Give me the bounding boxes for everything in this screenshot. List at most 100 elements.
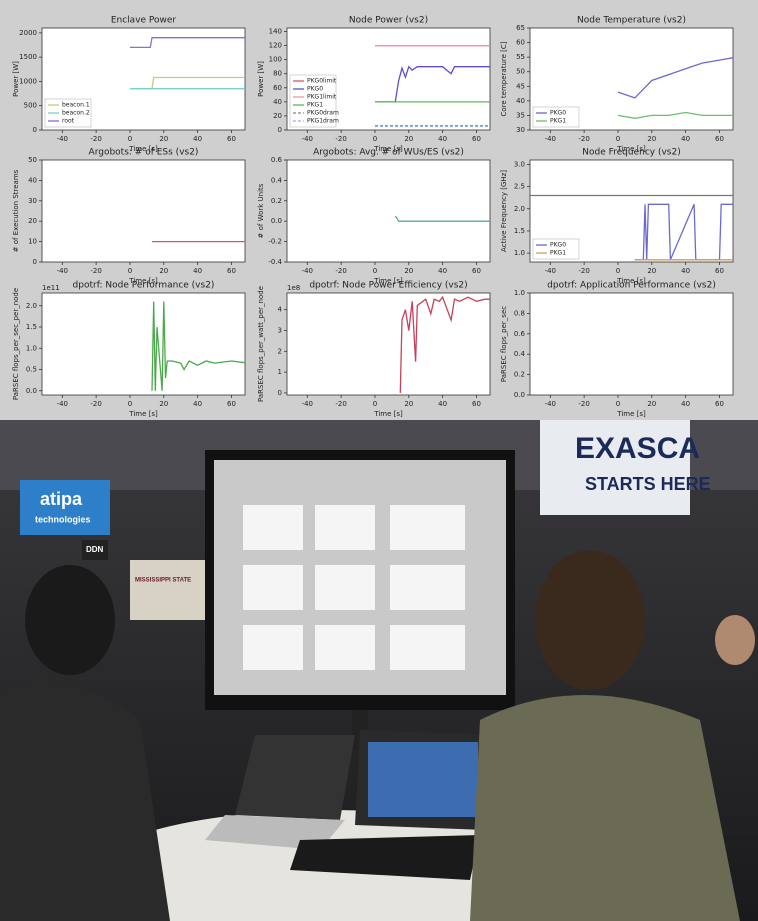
sign-text: STARTS HERE — [585, 474, 711, 494]
legend-label: root — [62, 118, 75, 125]
y-tick-label: 1.5 — [26, 323, 37, 331]
series-line — [375, 65, 490, 103]
x-tick-label: 0 — [616, 267, 620, 275]
series-line — [617, 57, 733, 99]
x-tick-label: -40 — [57, 400, 68, 408]
y-tick-label: 3.0 — [514, 160, 525, 168]
chart: Node Power (vs2) Time [s] Power [W] -40 -20 0… — [257, 16, 491, 153]
y-tick-label: 0.5 — [26, 366, 37, 374]
monitor-mini-plots — [243, 505, 465, 670]
y-tick-label: 0.0 — [271, 217, 282, 225]
y-tick-label: 2 — [278, 347, 282, 355]
y-axis-label: # of Work Units — [257, 183, 265, 238]
x-tick-label: 20 — [159, 400, 168, 408]
y-tick-label: 1.0 — [514, 249, 525, 257]
x-axis-label: Time [s] — [373, 277, 403, 285]
y-tick-label: 0.2 — [271, 197, 282, 205]
mini-plot — [243, 505, 303, 550]
plot-area — [41, 159, 246, 263]
chart: dpotrf: Node Power Efficiency (vs2) Time … — [257, 281, 491, 418]
plot-area — [529, 292, 734, 396]
y-tick-label: 100 — [269, 56, 282, 64]
x-tick-label: 40 — [438, 135, 447, 143]
chart-title: Argobots: Avg. # of WUs/ES (vs2) — [313, 148, 464, 158]
y-tick-label: 30 — [516, 126, 525, 134]
sign-text: DDN — [86, 545, 104, 554]
sign-text: MISSISSIPPI STATE — [135, 578, 191, 584]
chart: dpotrf: Node Performance (vs2) Time [s] Pa… — [12, 281, 246, 418]
x-tick-label: 0 — [373, 135, 377, 143]
y-tick-label: 20 — [273, 112, 282, 120]
person-head — [535, 550, 645, 690]
series-line — [617, 111, 733, 119]
y-axis-label: PaRSEC flops_per_sec — [500, 306, 508, 382]
y-tick-label: 0.4 — [271, 176, 283, 184]
y-tick-label: 55 — [516, 53, 525, 61]
x-tick-label: 60 — [715, 400, 724, 408]
x-tick-label: -40 — [545, 135, 556, 143]
legend-box — [532, 106, 580, 128]
x-tick-label: -20 — [578, 267, 589, 275]
x-tick-label: 40 — [681, 400, 690, 408]
y-axis-label: # of Execution Streams — [12, 169, 20, 252]
series-line — [130, 37, 245, 49]
chart: dpotrf: Application Performance (vs2) Tim… — [500, 281, 734, 418]
series-line — [151, 301, 245, 391]
x-tick-label: -40 — [545, 267, 556, 275]
y-tick-label: 35 — [516, 111, 525, 119]
x-tick-label: 20 — [159, 267, 168, 275]
atipa-banner — [20, 480, 110, 535]
person-body — [470, 695, 740, 921]
chart-title: Argobots: # of ESs (vs2) — [89, 148, 199, 158]
legend-label: PKG0limit — [307, 78, 337, 85]
series-line — [394, 215, 490, 222]
x-tick-label: 20 — [647, 267, 656, 275]
legend: PKG0limitPKG0PKG1limitPKG1PKG0dramPKG1dr… — [289, 74, 339, 128]
y-axis-label: Active Frequency [GHz] — [500, 170, 508, 252]
legend-box — [289, 74, 337, 128]
x-tick-label: 0 — [128, 135, 132, 143]
x-axis-label: Time [s] — [373, 410, 403, 418]
y-tick-label: 40 — [516, 97, 525, 105]
y-tick-label: -0.2 — [268, 238, 282, 246]
x-tick-label: 40 — [681, 267, 690, 275]
x-tick-label: 20 — [159, 135, 168, 143]
y-axis-label: Power [W] — [12, 61, 20, 97]
x-tick-label: 0 — [373, 267, 377, 275]
x-tick-label: 60 — [472, 135, 481, 143]
x-tick-label: 20 — [404, 400, 413, 408]
x-tick-label: -20 — [90, 400, 101, 408]
x-tick-label: 40 — [438, 267, 447, 275]
x-tick-label: 0 — [128, 400, 132, 408]
x-tick-label: 40 — [193, 400, 202, 408]
y-tick-label: 10 — [28, 238, 37, 246]
x-tick-label: -20 — [335, 400, 346, 408]
x-axis-label: Time [s] — [128, 277, 158, 285]
y-tick-label: 4 — [278, 306, 283, 314]
x-tick-label: 0 — [128, 267, 132, 275]
y-tick-label: 0.6 — [271, 156, 283, 164]
x-tick-label: 60 — [227, 267, 236, 275]
sign-text: technologies — [35, 514, 91, 524]
y-axis-label: Core temperature [C] — [500, 41, 508, 116]
y-tick-label: 2000 — [19, 29, 37, 37]
person-body — [0, 680, 170, 921]
legend-label: PKG1 — [550, 250, 566, 257]
sign-text: EXASCA — [575, 432, 700, 465]
x-tick-label: 0 — [616, 135, 620, 143]
x-axis-label: Time [s] — [373, 145, 403, 153]
plot-area — [286, 292, 491, 396]
y-axis-label: PaRSEC flops_per_sec_per_node — [12, 288, 20, 400]
y-tick-label: 0.6 — [514, 330, 526, 338]
y-tick-label: 30 — [28, 197, 37, 205]
mini-plot — [243, 565, 303, 610]
x-tick-label: 20 — [647, 135, 656, 143]
y-tick-label: 1500 — [19, 53, 37, 61]
legend-label: PKG1dram — [307, 118, 339, 125]
legend-label: PKG1 — [550, 118, 566, 125]
x-tick-label: -20 — [90, 267, 101, 275]
offset-text: 1e8 — [287, 284, 300, 292]
chart-title: Enclave Power — [111, 16, 177, 26]
laptop-screen — [235, 735, 355, 820]
